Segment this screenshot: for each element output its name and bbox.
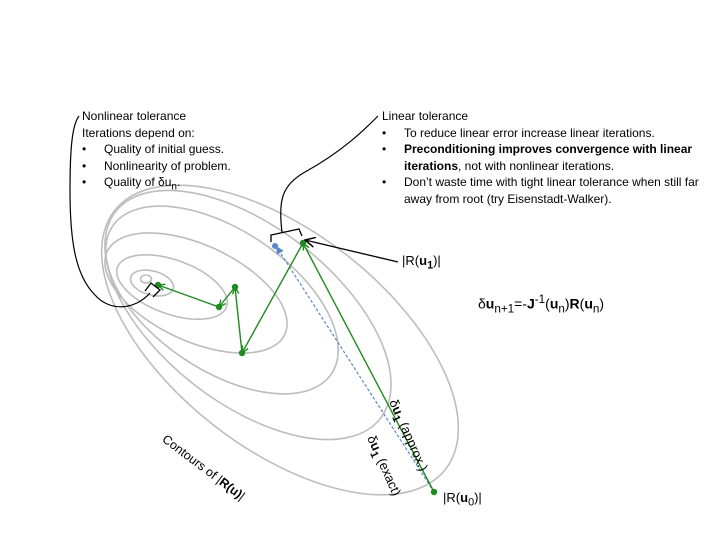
linear-item: To reduce linear error increase linear i… xyxy=(382,125,712,142)
r0-suffix: )| xyxy=(474,490,482,505)
linear-item: Don’t waste time with tight linear toler… xyxy=(382,174,712,207)
linear-tolerance-note: Linear tolerance To reduce linear error … xyxy=(382,108,712,207)
linear-title: Linear tolerance xyxy=(382,109,469,123)
eq-u: u xyxy=(584,295,593,312)
linear-item-bold: Preconditioning improves convergence wit… xyxy=(404,142,693,173)
linear-callout-line xyxy=(280,115,379,233)
eq-u: u xyxy=(485,295,495,312)
eq-sub: n+1 xyxy=(494,302,515,316)
iteration-path xyxy=(158,242,435,493)
eq-u: u xyxy=(549,295,559,312)
eq-sub: n xyxy=(558,302,565,316)
r0-prefix: |R( xyxy=(443,490,461,505)
step-4 xyxy=(219,286,236,307)
eq-paren: ( xyxy=(545,295,550,312)
r0-sub: 0 xyxy=(468,496,475,509)
exact-step-point xyxy=(272,243,278,249)
r0-u: u xyxy=(460,490,469,505)
eq-paren: ( xyxy=(579,295,585,312)
nonlinear-subtitle: Iterations depend on: xyxy=(82,125,195,140)
nonlinear-item-text: Nonlinearity of problem. xyxy=(104,158,231,173)
eq-sub: n xyxy=(592,302,600,316)
nonlinear-item: Nonlinearity of problem. xyxy=(82,158,282,175)
eq-delta: δ xyxy=(478,295,486,312)
nonlinear-item-suffix: . xyxy=(176,175,181,189)
linear-item-text: To reduce linear error increase linear i… xyxy=(404,125,655,140)
newton-update-equation: δun+1=-J-1(un)R(un) xyxy=(478,293,604,315)
linear-item: Preconditioning improves convergence wit… xyxy=(382,141,712,174)
step-3 xyxy=(235,287,243,354)
eq-inverse: -1 xyxy=(534,293,546,306)
step-approx-1 xyxy=(303,243,435,493)
linear-item-text: , not with nonlinear iterations. xyxy=(458,158,615,173)
contour-ellipse xyxy=(104,205,340,395)
nonlinear-title: Nonlinear tolerance xyxy=(82,109,187,123)
contour-ellipse xyxy=(100,184,460,496)
nonlinear-list: Quality of initial guess. Nonlinearity o… xyxy=(82,141,282,196)
nonlinear-item: Quality of initial guess. xyxy=(82,141,282,158)
nonlinear-item-text: Quality of initial guess. xyxy=(104,142,225,156)
contour-ellipse xyxy=(104,232,288,354)
r1-sub: 1 xyxy=(427,259,434,272)
nonlinear-item-sub: n xyxy=(171,181,177,193)
nonlinear-callout-line xyxy=(69,115,151,308)
r1-suffix: )| xyxy=(433,253,441,268)
linear-item-text: Don’t waste time with tight linear toler… xyxy=(404,175,699,206)
nonlinear-item-text: Quality of δu xyxy=(104,175,172,189)
linear-list: To reduce linear error increase linear i… xyxy=(382,125,712,208)
iterate-point xyxy=(238,349,246,357)
residual-u1-label: |R(u1)| xyxy=(402,253,441,272)
iterate-point xyxy=(215,303,223,311)
nonlinear-tolerance-bracket xyxy=(144,282,161,298)
eq-jacobian: J xyxy=(526,295,535,312)
eq-equals: =- xyxy=(514,295,527,312)
eq-paren: ) xyxy=(599,295,605,312)
eq-paren: ) xyxy=(564,295,570,312)
iterate-point xyxy=(231,283,239,291)
exact-step-line xyxy=(275,245,435,493)
eq-residual: R xyxy=(569,295,580,312)
r1-u: u xyxy=(419,253,428,268)
linear-tolerance-bracket xyxy=(270,228,303,242)
step-2 xyxy=(242,242,304,353)
iterate-u1 xyxy=(299,239,307,247)
r1-prefix: |R( xyxy=(402,253,420,268)
step-5 xyxy=(158,285,220,308)
iterate-u0 xyxy=(430,488,438,496)
residual-u0-label: |R(u0)| xyxy=(443,490,482,509)
iteration-points xyxy=(154,239,438,496)
nonlinear-item: Quality of δun. xyxy=(82,174,282,196)
r1-pointer-arrow xyxy=(305,240,399,263)
contour-ellipse xyxy=(139,274,153,284)
nonlinear-tolerance-note: Nonlinear tolerance Iterations depend on… xyxy=(82,108,282,196)
contour-ellipse xyxy=(115,253,229,321)
